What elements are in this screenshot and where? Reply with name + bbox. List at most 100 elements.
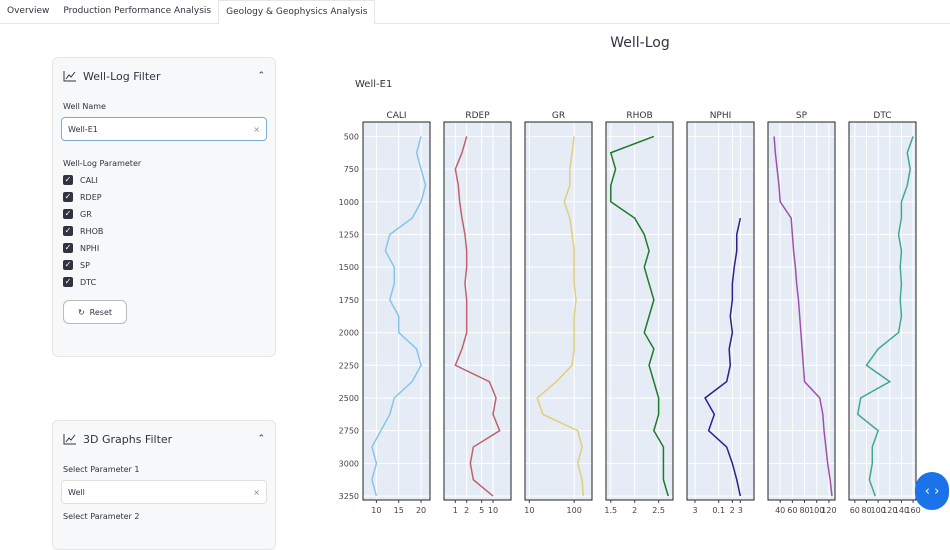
well-name-input[interactable]: Well-E1 × — [61, 117, 267, 141]
x-tick-label: 3 — [738, 506, 743, 515]
track-title: CALI — [386, 111, 406, 121]
parameter-label: GR — [80, 209, 92, 219]
tab[interactable]: Geology & Geophysics Analysis — [218, 0, 376, 25]
x-tick-label: 100 — [567, 506, 582, 515]
x-tick-label: 80 — [861, 506, 871, 515]
well-log-filter: Well-Log Filter ⌃ Well Name Well-E1 × Wel… — [52, 57, 276, 357]
chart: Well-Log Well-E1 500 750 1000 1250 1500 1750 2… — [339, 35, 921, 515]
track-background — [849, 122, 916, 500]
parameter-label: DTC — [80, 277, 97, 287]
x-tick-label: 1.5 — [604, 506, 617, 515]
log-curve — [609, 135, 669, 497]
param1-select[interactable]: Well × — [61, 480, 267, 504]
checkbox: ✓ — [63, 226, 73, 236]
parameter-label: RDEP — [80, 192, 102, 202]
checkbox: ✓ — [63, 209, 73, 219]
reset-label: Reset — [89, 307, 113, 317]
checkbox: ✓ — [63, 175, 73, 185]
x-tick-label: 2 — [730, 506, 735, 515]
graphs-filter-title: 3D Graphs Filter — [83, 432, 173, 446]
track-frame — [767, 121, 836, 501]
log-curve — [856, 136, 914, 497]
collapse-icon[interactable]: ⌃ — [257, 71, 265, 81]
track-frame — [524, 121, 593, 501]
x-tick-label: 100 — [809, 506, 824, 515]
parameter-checkbox[interactable]: ✓ CALI — [63, 174, 265, 186]
log-curve — [454, 136, 501, 497]
x-tick-label: 80 — [799, 506, 809, 515]
reset-button[interactable]: ↻ Reset — [63, 300, 127, 324]
x-tick-label: 60 — [850, 506, 860, 515]
parameter-list: ✓ CALI ✓ RDEP ✓ GR ✓ RHOB ✓ NPHI ✓ SP ✓ DTC — [53, 174, 275, 288]
track-title: DTC — [873, 111, 891, 121]
track-frame — [848, 121, 917, 501]
chart-title: Well-Log — [610, 35, 669, 51]
parameter-label: Well-Log Parameter — [63, 159, 142, 168]
y-tick-label: 750 — [344, 165, 359, 174]
param1-value: Well — [68, 487, 85, 497]
y-tick-label: 2750 — [339, 427, 359, 436]
x-tick-label: 60 — [787, 506, 797, 515]
track-title: SP — [796, 111, 808, 121]
tab[interactable]: Overview — [7, 6, 50, 16]
parameter-checkbox[interactable]: ✓ DTC — [63, 276, 265, 288]
filter-header[interactable]: Well-Log Filter ⌃ — [53, 58, 275, 94]
y-tick-label: 1000 — [339, 198, 359, 207]
parameter-checkbox[interactable]: ✓ SP — [63, 259, 265, 271]
x-tick-label: 3 — [692, 506, 697, 515]
x-tick-label: 10 — [488, 506, 498, 515]
x-tick-label: 10 — [371, 506, 381, 515]
well-name-value: Well-E1 — [68, 124, 98, 134]
log-curve — [773, 136, 833, 497]
track-background — [525, 122, 592, 500]
log-curve — [371, 136, 427, 497]
y-tick-label: 1500 — [339, 263, 359, 272]
x-tick-label: 15 — [394, 506, 404, 515]
x-tick-label: 10 — [524, 506, 534, 515]
tab[interactable]: Production Performance Analysis — [63, 6, 212, 16]
x-tick-label: 5 — [479, 506, 484, 515]
track-background — [687, 122, 754, 500]
y-tick-label: 3000 — [339, 459, 359, 468]
track-title: RDEP — [465, 111, 490, 121]
graphs-filter: 3D Graphs Filter ⌃ Select Parameter 1 We… — [52, 420, 276, 550]
x-tick-label: 40 — [775, 506, 785, 515]
filter-title: Well-Log Filter — [83, 69, 161, 83]
param2-label: Select Parameter 2 — [63, 512, 140, 521]
checkbox: ✓ — [63, 277, 73, 287]
y-tick-label: 2500 — [339, 394, 359, 403]
x-tick-label: 120 — [821, 506, 836, 515]
y-tick-label: 3250 — [339, 492, 359, 501]
graphs-filter-header[interactable]: 3D Graphs Filter ⌃ — [53, 421, 275, 457]
x-tick-label: 0.1 — [712, 506, 725, 515]
well-name-label: Well Name — [63, 102, 106, 111]
track-title: RHOB — [626, 111, 652, 121]
x-tick-label: 160 — [905, 506, 920, 515]
track-frame — [443, 121, 512, 501]
x-tick-label: 2.5 — [652, 506, 665, 515]
chart-subtitle: Well-E1 — [355, 79, 392, 90]
collapse-icon[interactable]: ⌃ — [257, 434, 265, 444]
toggle-button[interactable]: ‹ › — [915, 472, 949, 510]
parameter-checkbox[interactable]: ✓ GR — [63, 208, 265, 220]
track-frame — [686, 121, 755, 501]
parameter-checkbox[interactable]: ✓ RHOB — [63, 225, 265, 237]
parameter-label: RHOB — [80, 226, 104, 236]
x-tick-label: 100 — [870, 506, 885, 515]
parameter-label: CALI — [80, 175, 98, 185]
x-tick-label: 2 — [464, 506, 469, 515]
x-tick-label: 140 — [894, 506, 909, 515]
y-tick-label: 1750 — [339, 296, 359, 305]
log-curve — [536, 136, 585, 497]
y-tick-label: 2000 — [339, 329, 359, 338]
track-title: GR — [552, 111, 565, 121]
chart-icon — [63, 434, 76, 445]
checkbox: ✓ — [63, 260, 73, 270]
parameter-label: SP — [80, 260, 90, 270]
y-tick-label: 500 — [344, 132, 359, 141]
parameter-checkbox[interactable]: ✓ NPHI — [63, 242, 265, 254]
checkbox: ✓ — [63, 243, 73, 253]
log-curve — [704, 217, 742, 497]
parameter-checkbox[interactable]: ✓ RDEP — [63, 191, 265, 203]
